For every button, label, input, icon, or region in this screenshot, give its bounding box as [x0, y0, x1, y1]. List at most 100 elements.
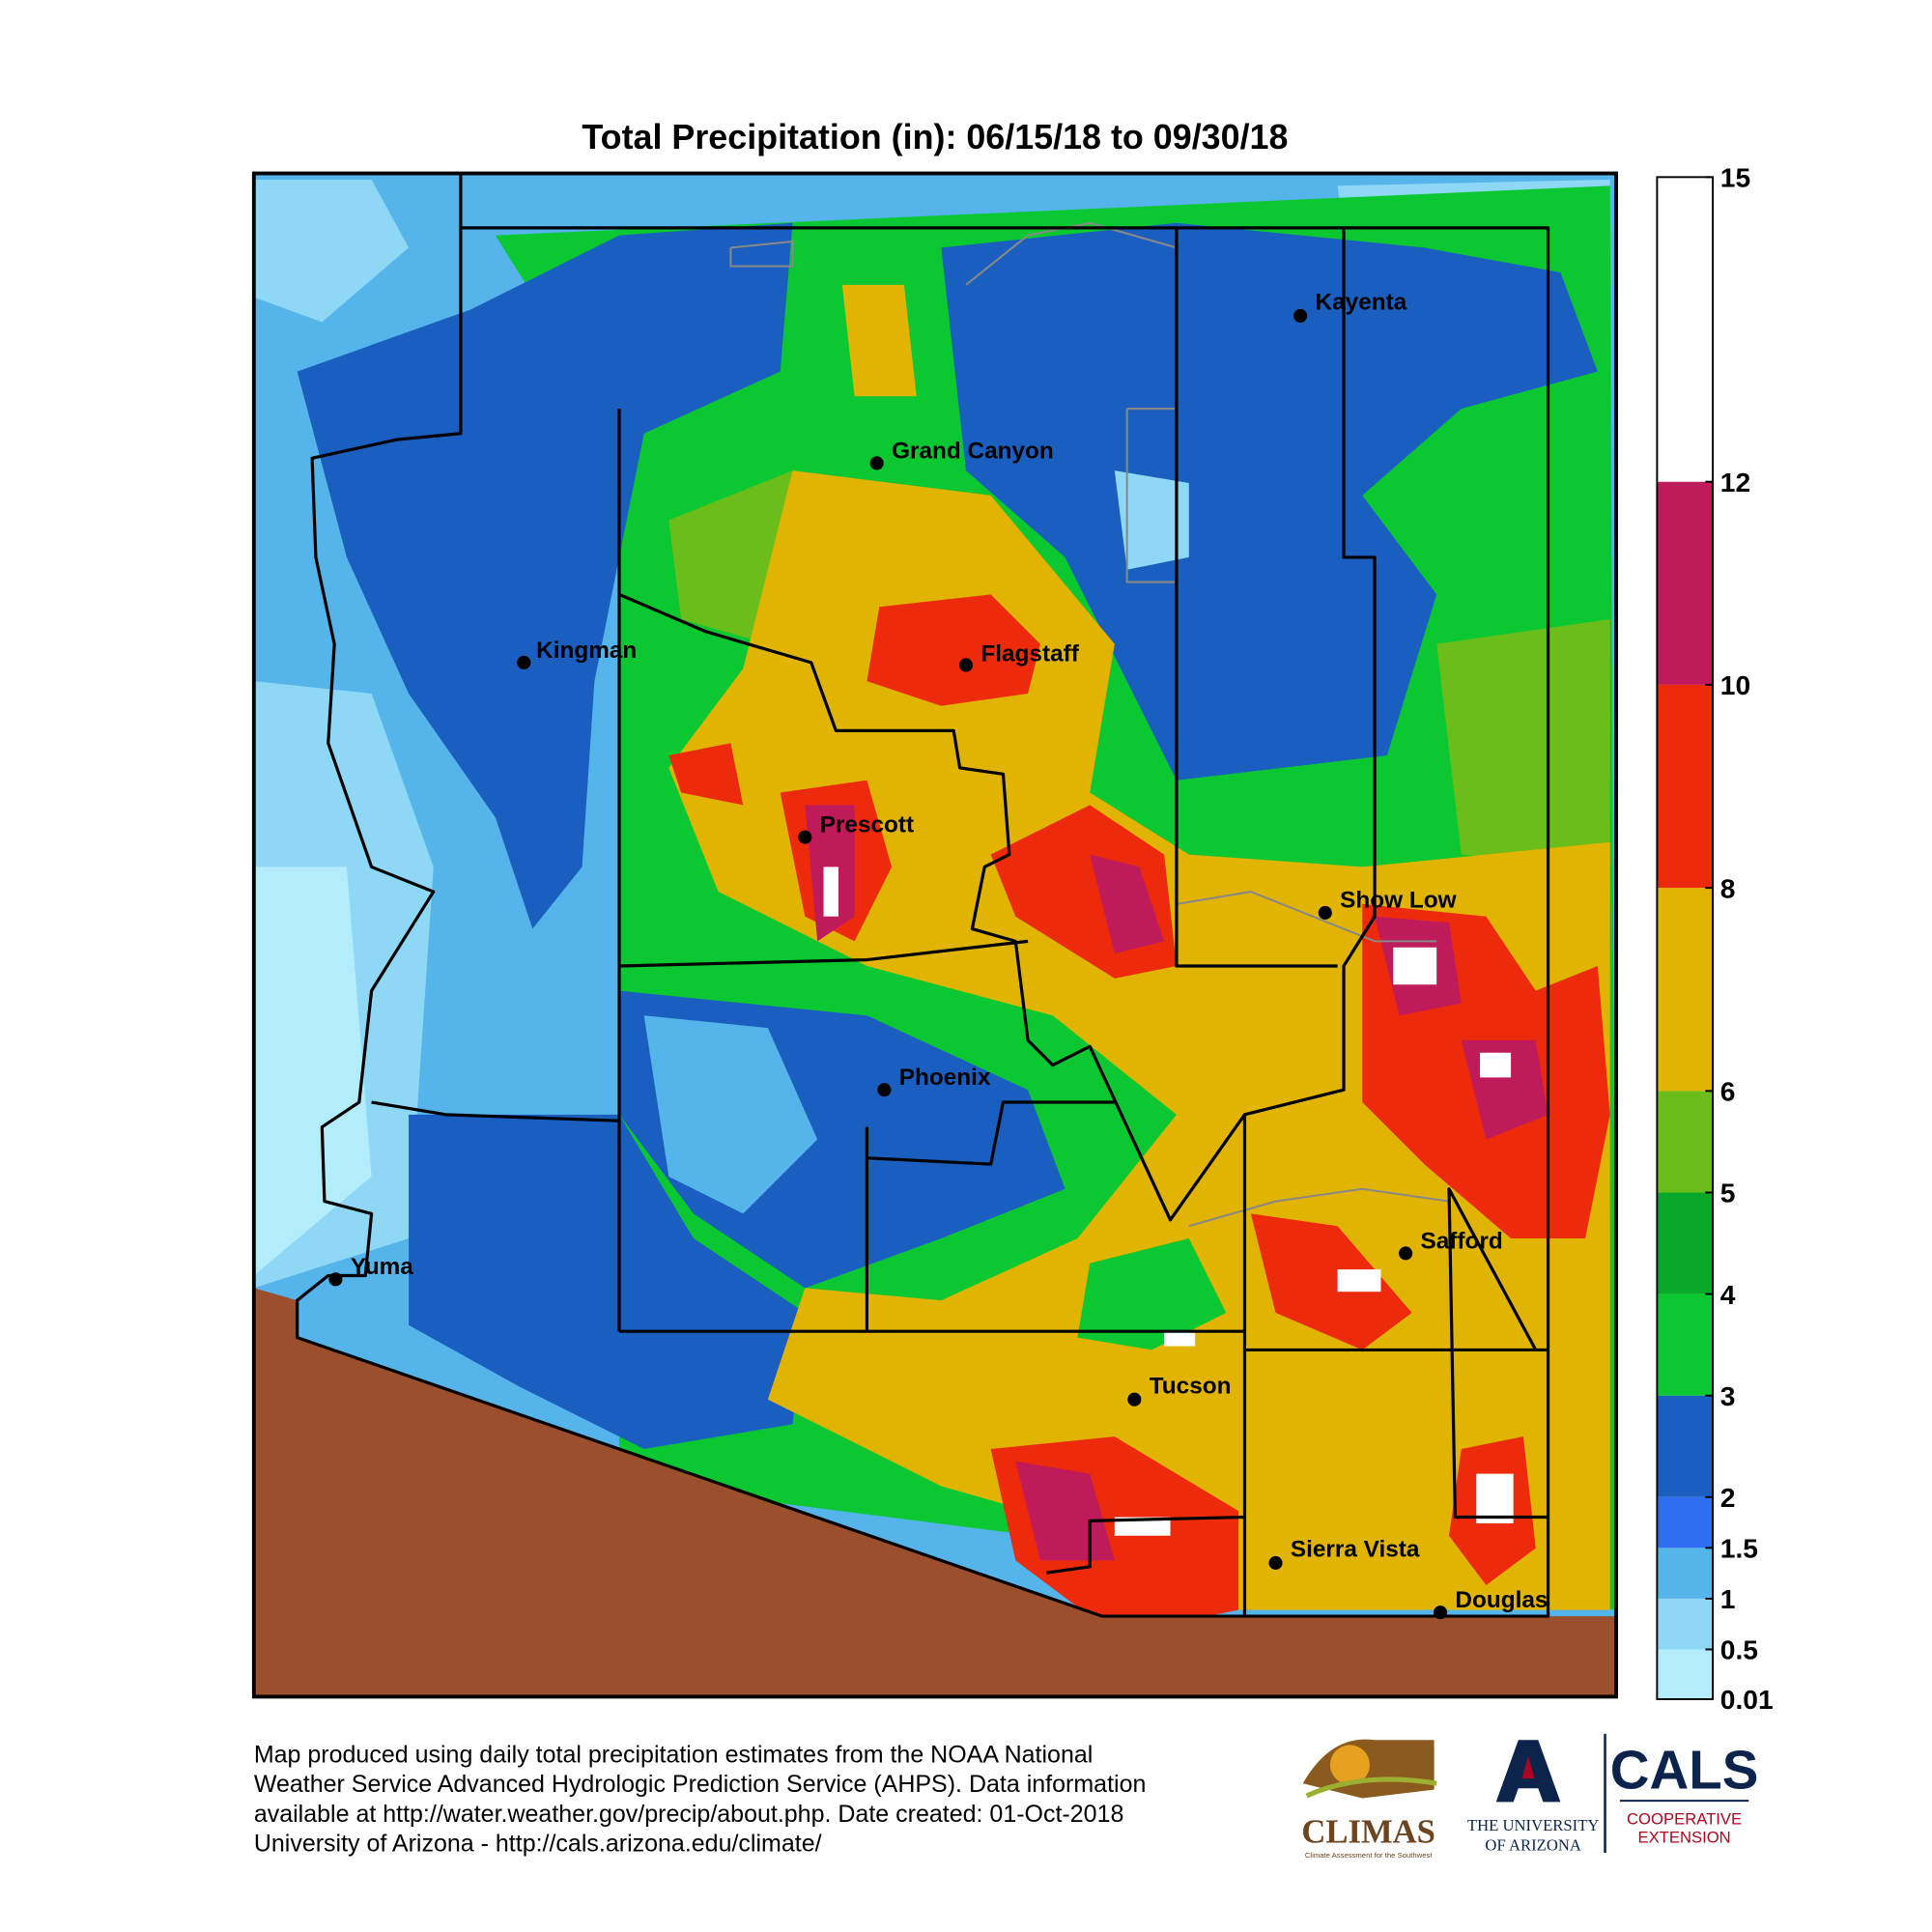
climas-logo-mark: [1305, 1776, 1437, 1799]
field-patch: [1114, 1517, 1171, 1536]
county-line: [1175, 227, 1338, 968]
field-patch: [1337, 1269, 1381, 1293]
city-label: Yuma: [351, 1254, 413, 1280]
city-label: Kayenta: [1316, 290, 1407, 316]
county-line: [618, 227, 1377, 1222]
climas-logo-text: CLIMAS: [1301, 1814, 1435, 1851]
county-line: [618, 939, 1029, 968]
field-patch: [1114, 470, 1189, 570]
reservation-line: [1176, 891, 1437, 943]
map-title: Total Precipitation (in): 06/15/18 to 09…: [582, 118, 1288, 156]
city-label: Douglas: [1455, 1587, 1548, 1613]
field-patch: [253, 179, 410, 323]
logos: CLIMAS Climate Assessment for the Southw…: [1301, 1733, 1759, 1860]
city-dot: [328, 1272, 343, 1287]
city-dot: [1268, 1555, 1283, 1570]
city-dot: [1399, 1246, 1413, 1261]
city-label: Prescott: [820, 812, 914, 838]
field-patch: [409, 1114, 806, 1449]
colorbar-tick-label: 4: [1720, 1279, 1736, 1310]
field-patch: [668, 743, 744, 806]
map-frame: [251, 171, 1618, 1699]
city-dot: [877, 1083, 892, 1097]
county-line: [867, 1100, 1115, 1166]
ua-logo-text: THE UNIVERSITY: [1467, 1816, 1599, 1834]
city-dot: [958, 658, 974, 672]
colorbar-tick-label: 3: [1720, 1380, 1736, 1411]
field-patch: [1480, 1052, 1512, 1078]
colorbar-frame: [1656, 176, 1715, 1700]
city-label: Kingman: [536, 638, 637, 664]
city-label: Phoenix: [899, 1065, 991, 1091]
cities: Kayenta Grand Canyon Kingman Flagstaff P…: [328, 290, 1548, 1620]
colorbar-bin: [1657, 481, 1714, 685]
city-label: Sierra Vista: [1291, 1537, 1420, 1563]
field-patch: [1476, 1473, 1514, 1523]
footer-line: Map produced using daily total precipita…: [254, 1741, 1094, 1768]
city-dot: [517, 655, 531, 669]
colorbar-tick-label: 12: [1720, 467, 1750, 497]
field-patch: [941, 222, 1598, 781]
field-patch: [1436, 619, 1610, 867]
city-label: Tucson: [1150, 1373, 1232, 1399]
city-label: Show Low: [1340, 888, 1456, 914]
colorbar-bin: [1657, 1192, 1714, 1294]
colorbar-tick-label: 0.5: [1720, 1634, 1758, 1665]
colorbar-bin: [1657, 1598, 1714, 1650]
precip-field: [253, 173, 1617, 1697]
colorbar-tick-label: 2: [1720, 1482, 1736, 1513]
colorbar-tick-label: 6: [1720, 1076, 1736, 1107]
city-dot: [1433, 1605, 1448, 1620]
cals-logo-sub: COOPERATIVE: [1627, 1809, 1742, 1828]
colorbar-tick-label: 10: [1720, 669, 1750, 700]
footer-line: Weather Service Advanced Hydrologic Pred…: [254, 1771, 1147, 1798]
colorbar-bin: [1657, 1293, 1714, 1396]
colorbar-bin: [1657, 888, 1714, 1092]
ua-logo-mark: [1521, 1755, 1535, 1779]
colorbar: 0.01 0.5 1 1.5 2 3 4 5 6 8 10 12 15: [1656, 162, 1774, 1715]
ua-logo-text: OF ARIZONA: [1485, 1835, 1580, 1854]
footer-line: available at http://water.weather.gov/pr…: [254, 1801, 1124, 1828]
reservation-line: [1188, 1187, 1450, 1228]
field-patch: [1250, 1213, 1412, 1350]
colorbar-bin: [1657, 1395, 1714, 1497]
city-dot: [869, 456, 884, 470]
climas-logo-mark: [1329, 1745, 1370, 1785]
mexico: [253, 1288, 1617, 1697]
field-patch: [1393, 947, 1437, 985]
climas-tagline: Climate Assessment for the Southwest: [1305, 1851, 1433, 1860]
colorbar-tick-label: 8: [1720, 872, 1736, 903]
field-patch: [867, 594, 1040, 706]
field-patch: [643, 1015, 818, 1214]
cals-logo-text: CALS: [1610, 1739, 1759, 1800]
city-dot: [798, 830, 812, 844]
field-patch: [841, 284, 917, 397]
colorbar-tick-label: 1.5: [1720, 1533, 1758, 1564]
city-dot: [1318, 905, 1332, 920]
city-label: Safford: [1421, 1228, 1503, 1254]
colorbar-tick-label: 5: [1720, 1178, 1736, 1208]
county-line: [371, 1100, 620, 1122]
reservation-line: [729, 240, 794, 268]
city-dot: [1293, 308, 1308, 323]
colorbar-bin: [1657, 177, 1714, 482]
boundaries: [296, 173, 1550, 1618]
county-line: [1046, 1515, 1245, 1575]
colorbar-tick-label: 15: [1720, 162, 1750, 193]
field-patch: [1164, 1331, 1196, 1347]
colorbar-bin: [1657, 1649, 1714, 1699]
city-label: Flagstaff: [980, 641, 1079, 668]
field-patch: [1090, 854, 1165, 954]
colorbar-tick-label: 0.01: [1720, 1684, 1774, 1715]
colorbar-tick-label: 1: [1720, 1583, 1736, 1614]
city-dot: [1127, 1392, 1142, 1406]
colorbar-bin: [1657, 1091, 1714, 1193]
colorbar-bin: [1657, 1496, 1714, 1548]
footer-line: University of Arizona - http://cals.ariz…: [254, 1831, 822, 1858]
county-line: [1447, 1187, 1548, 1520]
colorbar-bin: [1657, 1548, 1714, 1599]
field-patch: [297, 222, 793, 929]
state-outline: [296, 226, 1550, 1618]
city-label: Grand Canyon: [892, 438, 1054, 464]
